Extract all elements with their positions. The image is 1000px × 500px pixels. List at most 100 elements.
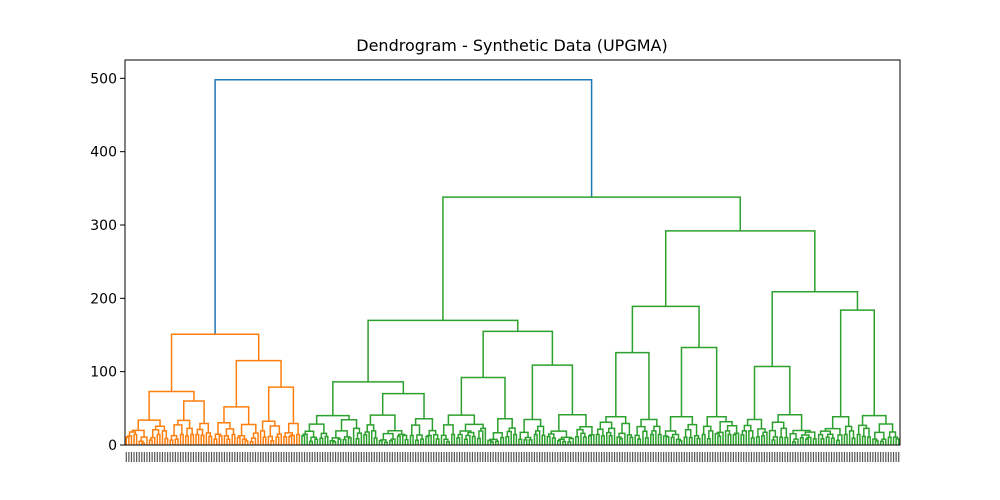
leaf-label-140 xyxy=(487,452,489,462)
dendrogram-link-231 xyxy=(714,433,720,445)
y-axis: 0 100 200 300 400 500 xyxy=(90,71,125,454)
leaf-label-159 xyxy=(536,452,538,462)
leaf-label-214 xyxy=(678,452,680,462)
dendrogram-link-36 xyxy=(223,406,250,425)
leaf-label-263 xyxy=(805,452,807,462)
leaf-label-174 xyxy=(575,452,577,462)
dendrogram-link-66 xyxy=(288,435,293,445)
dendrogram-link-238 xyxy=(771,290,859,367)
dendrogram-link-264 xyxy=(799,436,804,445)
leaf-label-161 xyxy=(541,452,543,462)
dendrogram-link-68 xyxy=(442,196,742,321)
leaf-label-58 xyxy=(275,452,277,462)
leaf-label-196 xyxy=(632,452,634,462)
dendrogram-link-60 xyxy=(276,433,283,445)
leaf-label-267 xyxy=(815,452,817,462)
leaf-label-290 xyxy=(874,452,877,462)
dendrogram-link-183 xyxy=(631,305,700,353)
leaf-label-199 xyxy=(639,452,641,462)
leaf-label-136 xyxy=(477,452,479,462)
leaf-label-293 xyxy=(882,452,884,462)
leaf-label-221 xyxy=(696,452,698,462)
dendrogram-link-270 xyxy=(824,427,841,436)
leaf-label-210 xyxy=(668,452,670,462)
dendrogram-link-38 xyxy=(214,433,222,440)
leaf-label-240 xyxy=(745,452,747,462)
leaf-label-228 xyxy=(714,452,716,462)
leaf-label-280 xyxy=(849,452,851,462)
leaf-label-87 xyxy=(350,452,352,462)
dendrogram-link-31 xyxy=(195,433,200,445)
leaf-label-168 xyxy=(559,452,561,462)
leaf-label-23 xyxy=(185,452,187,462)
dendrogram-link-214 xyxy=(671,433,680,440)
leaf-label-74 xyxy=(316,452,319,462)
leaf-label-88 xyxy=(353,452,355,462)
leaf-label-7 xyxy=(143,452,145,462)
dendrogram-link-78 xyxy=(314,438,319,445)
leaf-label-113 xyxy=(417,452,419,462)
leaf-label-1 xyxy=(128,452,130,462)
leaf-label-185 xyxy=(603,452,605,462)
dendrogram-link-256 xyxy=(779,436,784,445)
leaf-label-11 xyxy=(154,452,156,462)
dendrogram-link-110 xyxy=(401,434,408,445)
dendrogram-link-192 xyxy=(608,434,613,445)
leaf-label-175 xyxy=(577,452,579,462)
leaf-label-86 xyxy=(347,452,350,462)
dendrogram-link-99 xyxy=(370,430,377,445)
leaf-label-172 xyxy=(570,452,572,462)
dendrogram-link-48 xyxy=(241,438,248,445)
leaf-label-6 xyxy=(141,452,143,462)
leaf-label-251 xyxy=(774,452,776,462)
leaf-label-59 xyxy=(278,452,280,462)
dendrogram-link-226 xyxy=(701,433,706,445)
dendrogram-link-188 xyxy=(595,433,600,445)
dendrogram-link-166 xyxy=(547,433,555,439)
dendrogram-link-94 xyxy=(381,392,425,419)
dendrogram-link-33 xyxy=(205,432,211,445)
leaf-label-53 xyxy=(262,452,264,462)
dendrogram-link-189 xyxy=(600,435,605,445)
leaf-label-116 xyxy=(425,452,427,462)
dendrogram-link-111 xyxy=(404,438,409,445)
dendrogram-link-280 xyxy=(843,433,848,445)
leaf-label-77 xyxy=(324,452,326,462)
leaf-label-154 xyxy=(523,452,525,462)
leaf-label-110 xyxy=(409,452,412,462)
leaf-label-144 xyxy=(497,452,499,462)
leaf-label-296 xyxy=(890,452,892,462)
leaf-label-60 xyxy=(280,452,282,462)
dendrogram-link-104 xyxy=(378,440,383,445)
leaf-label-127 xyxy=(453,452,455,462)
leaf-label-69 xyxy=(303,452,306,462)
leaf-label-67 xyxy=(298,452,300,462)
leaf-label-260 xyxy=(797,452,799,462)
leaf-label-138 xyxy=(482,452,484,462)
dendrogram-link-202 xyxy=(637,438,642,445)
leaf-label-12 xyxy=(156,452,158,462)
leaf-label-26 xyxy=(192,452,195,462)
dendrogram-link-70 xyxy=(332,381,405,416)
leaf-label-17 xyxy=(169,452,171,462)
leaf-label-70 xyxy=(306,452,308,462)
dendrogram-link-260 xyxy=(793,438,799,445)
leaf-label-33 xyxy=(210,452,213,462)
dendrogram-link-130 xyxy=(451,433,456,445)
leaf-label-261 xyxy=(799,452,802,462)
leaf-label-241 xyxy=(748,452,750,462)
dendrogram-link-267 xyxy=(812,438,817,445)
dendrogram-link-122 xyxy=(435,438,440,445)
dendrogram-link-3 xyxy=(137,419,161,431)
dendrogram-link-276 xyxy=(830,437,835,445)
dendrogram-link-71 xyxy=(315,414,350,425)
dendrogram-link-137 xyxy=(463,438,469,445)
dendrogram-link-200 xyxy=(636,425,646,436)
leaf-label-153 xyxy=(520,452,523,462)
leaf-label-195 xyxy=(629,452,631,462)
dendrogram-link-152 xyxy=(513,433,518,445)
dendrogram-link-201 xyxy=(634,434,640,445)
dendrogram-link-241 xyxy=(743,424,752,431)
leaf-label-180 xyxy=(590,452,592,462)
dendrogram-link-32 xyxy=(200,434,205,445)
